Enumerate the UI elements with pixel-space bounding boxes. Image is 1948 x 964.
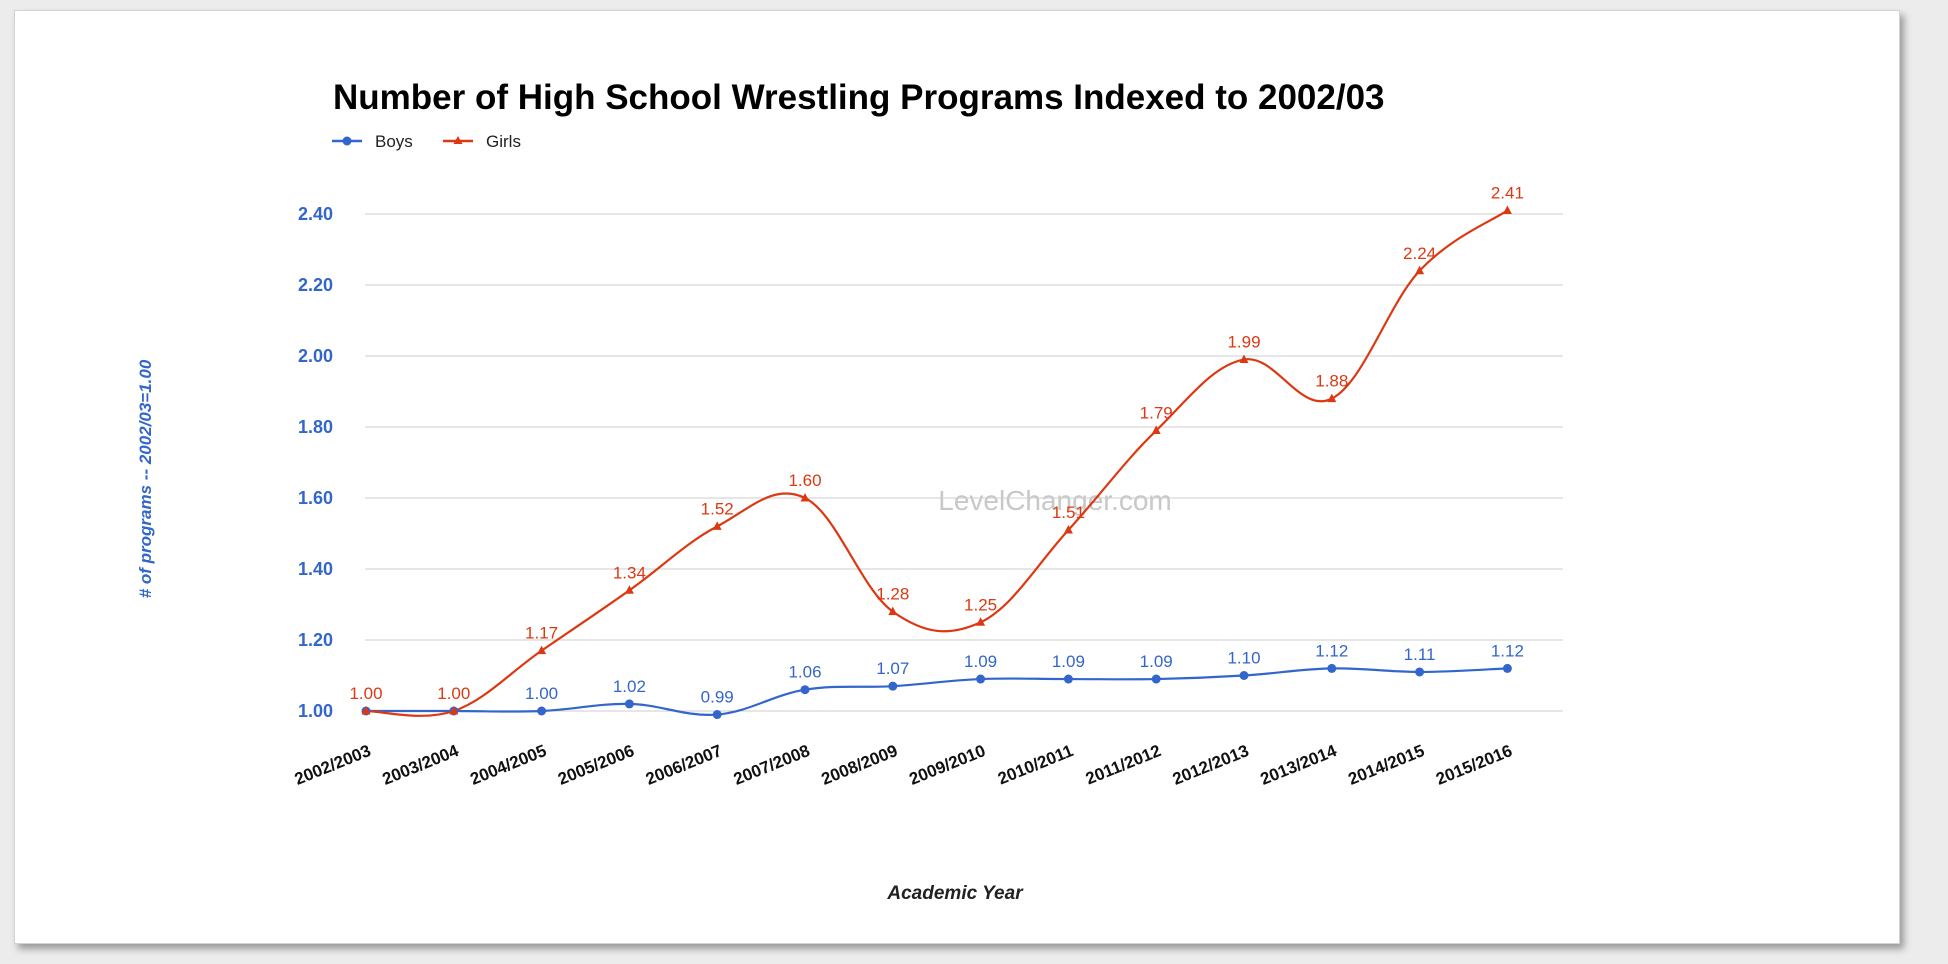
girls-data-point <box>800 493 810 502</box>
boys-data-label: 1.00 <box>525 684 558 703</box>
boys-data-point <box>712 710 722 720</box>
boys-data-point <box>1151 674 1161 684</box>
boys-data-point <box>537 706 547 716</box>
girls-data-point <box>976 617 986 626</box>
y-tick-label: 2.40 <box>298 204 333 224</box>
legend-boys-marker <box>342 136 352 146</box>
girls-data-label: 1.00 <box>437 684 470 703</box>
legend-girls-marker <box>453 136 463 144</box>
girls-data-label: 1.25 <box>964 595 997 614</box>
girls-data-point <box>1415 265 1425 275</box>
girls-data-label: 1.99 <box>1227 333 1260 352</box>
girls-data-label: 1.52 <box>701 499 734 518</box>
x-tick-label: 2005/2006 <box>555 741 637 789</box>
boys-data-point <box>1063 674 1073 684</box>
girls-data-label: 1.34 <box>613 563 646 582</box>
boys-data-point <box>976 674 986 684</box>
x-tick-label: 2014/2015 <box>1345 741 1427 789</box>
y-tick-label: 2.20 <box>298 275 333 295</box>
boys-data-label: 1.06 <box>788 663 821 682</box>
boys-data-label: 1.12 <box>1491 641 1524 660</box>
chart-legend: Boys Girls <box>332 132 521 151</box>
chart-card: Number of High School Wrestling Programs… <box>14 10 1900 944</box>
boys-data-label: 0.99 <box>701 688 734 707</box>
girls-data-point <box>1502 205 1512 214</box>
boys-data-label: 1.09 <box>964 652 997 671</box>
x-tick-label: 2007/2008 <box>731 741 813 789</box>
x-tick-label: 2013/2014 <box>1258 741 1340 789</box>
girls-data-point <box>361 706 371 715</box>
y-axis-title: # of programs -- 2002/03=1.00 <box>136 359 155 598</box>
girls-data-label: 1.00 <box>349 684 382 703</box>
girls-data-point <box>712 521 722 530</box>
girls-data-label: 1.17 <box>525 624 558 643</box>
girls-data-label: 1.51 <box>1052 503 1085 522</box>
boys-data-point <box>1502 663 1512 673</box>
boys-data-point <box>1239 671 1249 680</box>
x-tick-label: 2015/2016 <box>1433 741 1515 789</box>
boys-data-point <box>1327 663 1337 673</box>
girls-data-label: 1.28 <box>876 585 909 604</box>
girls-data-label: 1.79 <box>1140 404 1173 423</box>
y-tick-label: 1.20 <box>298 630 333 650</box>
grid-lines <box>365 213 1563 712</box>
girls-data-point <box>449 706 459 715</box>
y-tick-label: 1.00 <box>298 701 333 721</box>
girls-data-point <box>1327 393 1337 403</box>
boys-data-label: 1.09 <box>1140 652 1173 671</box>
boys-data-point <box>800 685 810 695</box>
y-tick-label: 1.40 <box>298 559 333 579</box>
girls-data-point <box>888 606 898 616</box>
y-tick-label: 1.60 <box>298 488 333 508</box>
girls-data-label: 1.60 <box>788 471 821 490</box>
girls-data-point <box>1063 524 1073 534</box>
girls-data-label: 1.88 <box>1315 372 1348 391</box>
x-tick-label: 2003/2004 <box>380 741 462 789</box>
girls-data-point <box>624 585 634 594</box>
legend-girls-label: Girls <box>486 132 521 151</box>
boys-data-label: 1.11 <box>1404 645 1436 664</box>
x-axis-ticks: 2002/2003 2003/2004 2004/2005 2005/2006 2006… <box>292 741 1515 789</box>
x-tick-label: 2010/2011 <box>995 741 1076 788</box>
boys-data-point <box>1415 667 1425 677</box>
x-tick-label: 2011/2012 <box>1083 741 1164 788</box>
boys-data-label: 1.10 <box>1227 649 1260 668</box>
girls-data-point <box>1151 425 1161 435</box>
data-labels: 1.00 1.02 0.99 1.06 1.07 1.09 1.09 1.09 1.10 1.12… <box>349 183 1523 706</box>
x-tick-label: 2009/2010 <box>906 741 988 789</box>
x-tick-label: 2006/2007 <box>643 741 725 789</box>
legend-boys-label: Boys <box>375 132 413 151</box>
x-tick-label: 2004/2005 <box>467 741 549 789</box>
boys-series-line <box>366 667 1508 716</box>
line-chart: Number of High School Wrestling Programs… <box>136 78 1563 904</box>
watermark: LevelChanger.com <box>938 485 1171 516</box>
girls-data-point <box>537 645 547 655</box>
x-tick-label: 2008/2009 <box>819 741 901 789</box>
series-points <box>361 205 1512 720</box>
y-tick-label: 2.00 <box>298 346 333 366</box>
chart-title: Number of High School Wrestling Programs… <box>333 78 1385 117</box>
x-tick-label: 2012/2013 <box>1170 741 1252 789</box>
girls-data-point <box>1239 354 1249 364</box>
boys-data-label: 1.02 <box>613 677 646 696</box>
boys-data-point <box>888 681 898 691</box>
girls-data-label: 2.41 <box>1491 183 1524 202</box>
boys-data-label: 1.09 <box>1052 652 1085 671</box>
x-tick-label: 2002/2003 <box>292 741 374 789</box>
x-axis-title: Academic Year <box>886 883 1024 904</box>
boys-data-label: 1.07 <box>876 659 909 678</box>
boys-data-point <box>624 699 634 709</box>
boys-data-label: 1.12 <box>1315 641 1348 660</box>
y-axis-ticks: 1.00 1.20 1.40 1.60 1.80 2.00 2.20 2.40 <box>298 204 333 721</box>
girls-data-label: 2.24 <box>1403 244 1436 263</box>
y-tick-label: 1.80 <box>298 417 333 437</box>
